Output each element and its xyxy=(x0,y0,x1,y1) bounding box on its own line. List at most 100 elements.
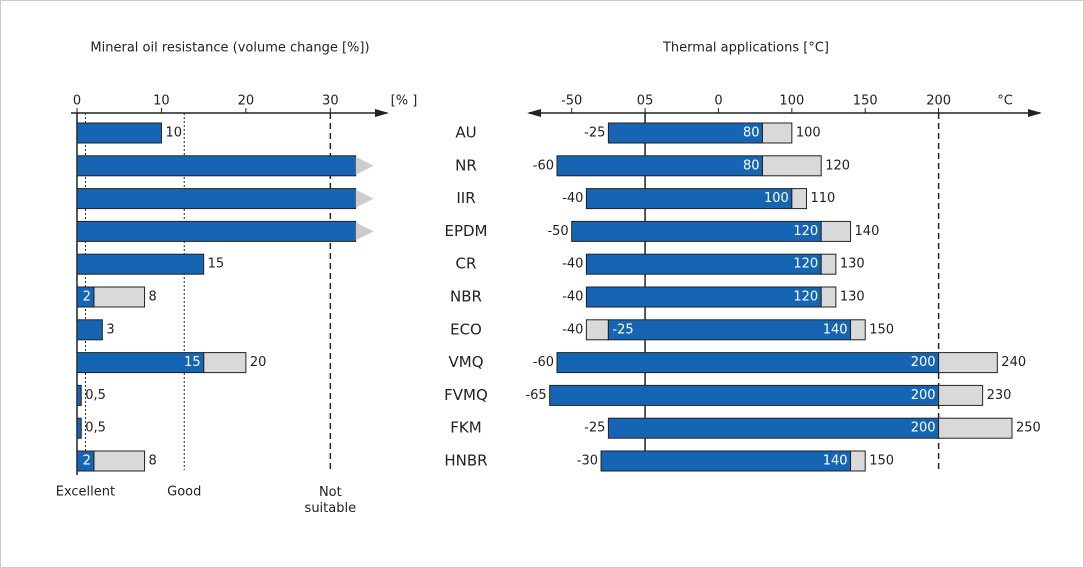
category-label: HNBR xyxy=(444,452,487,470)
bar xyxy=(556,352,940,374)
category-label: NBR xyxy=(450,288,482,306)
max-label: 140 xyxy=(855,224,880,239)
value-label: 20 xyxy=(250,355,267,370)
value-label: 15 xyxy=(184,355,201,370)
bar-range xyxy=(93,286,146,308)
bar xyxy=(607,319,852,341)
axis-arrow xyxy=(375,109,389,117)
overflow-arrow xyxy=(355,189,374,208)
bar-range-high xyxy=(761,155,822,177)
bar-range xyxy=(203,352,247,374)
min-label: -25 xyxy=(584,126,605,141)
x-tick-label: 05 xyxy=(637,94,654,109)
bar xyxy=(76,188,357,210)
value-label: 2 xyxy=(83,290,91,305)
bar xyxy=(556,155,763,177)
max-label: 230 xyxy=(987,388,1012,403)
x-tick-label: 200 xyxy=(926,94,951,109)
category-label: CR xyxy=(456,255,477,273)
min-label: -65 xyxy=(525,388,546,403)
max-label: 130 xyxy=(840,290,865,305)
category-label: VMQ xyxy=(448,353,483,371)
x-tick-label: 20 xyxy=(238,94,255,109)
bar xyxy=(76,122,162,144)
x-tick-label: 10 xyxy=(153,94,170,109)
threshold-label: Good xyxy=(167,485,201,500)
right-title: Thermal applications [°C] xyxy=(662,41,829,56)
category-label: FVMQ xyxy=(444,386,488,404)
mid-label: 140 xyxy=(823,454,848,469)
max-label: 110 xyxy=(811,191,836,206)
bar xyxy=(600,450,852,472)
x-tick-label: 30 xyxy=(322,94,339,109)
category-label: FKM xyxy=(450,419,481,437)
max-label: 150 xyxy=(869,322,894,337)
mid-label: 120 xyxy=(793,290,818,305)
bar xyxy=(76,319,103,341)
bar xyxy=(76,450,95,472)
min-label: -40 xyxy=(562,290,583,305)
mid-label: 140 xyxy=(823,322,848,337)
bar xyxy=(76,253,205,275)
max-label: 240 xyxy=(1001,355,1026,370)
min-label: -40 xyxy=(562,322,583,337)
category-label: EPDM xyxy=(444,222,487,240)
bar-range-high xyxy=(850,450,866,472)
min-label: -40 xyxy=(562,257,583,272)
left-title: Mineral oil resistance (volume change [%… xyxy=(90,41,369,56)
bar xyxy=(585,188,793,210)
axis-arrow xyxy=(1028,109,1042,117)
value-label: 0,5 xyxy=(85,388,106,403)
mid-label: 200 xyxy=(911,421,936,436)
bar-range-high xyxy=(820,220,852,242)
value-label: 8 xyxy=(149,290,157,305)
bar xyxy=(76,417,82,439)
max-label: 120 xyxy=(825,158,850,173)
min-label: -60 xyxy=(533,355,554,370)
bar xyxy=(76,155,357,177)
bar-range-high xyxy=(850,319,866,341)
value-label: 0,5 xyxy=(85,421,106,436)
category-label: AU xyxy=(455,124,476,142)
bar xyxy=(549,384,940,406)
min-label: -50 xyxy=(547,224,568,239)
inner-label: -25 xyxy=(612,322,633,337)
bar xyxy=(571,220,822,242)
bar xyxy=(76,384,82,406)
left-unit: [% ] xyxy=(391,94,418,109)
bar xyxy=(607,417,940,439)
mid-label: 120 xyxy=(793,257,818,272)
mid-label: 80 xyxy=(743,126,760,141)
x-tick-label: 150 xyxy=(853,94,878,109)
bar-range-high xyxy=(938,352,998,374)
value-label: 8 xyxy=(149,454,157,469)
value-label: 15 xyxy=(208,257,225,272)
x-tick-label: 0 xyxy=(714,94,722,109)
min-label: -40 xyxy=(562,191,583,206)
category-label: NR xyxy=(455,156,477,174)
x-tick-label: -50 xyxy=(561,94,582,109)
max-label: 150 xyxy=(869,454,894,469)
max-label: 250 xyxy=(1016,421,1041,436)
bar-range-high xyxy=(938,384,984,406)
max-label: 100 xyxy=(796,126,821,141)
bar xyxy=(607,122,763,144)
bar-range xyxy=(93,450,146,472)
category-label: IIR xyxy=(456,189,475,207)
x-tick-label: 100 xyxy=(779,94,804,109)
value-label: 3 xyxy=(106,322,114,337)
axis-arrow xyxy=(527,109,541,117)
bar-range-high xyxy=(761,122,793,144)
value-label: 2 xyxy=(83,454,91,469)
mid-label: 200 xyxy=(911,355,936,370)
overflow-arrow xyxy=(355,156,374,175)
min-label: -30 xyxy=(577,454,598,469)
bar xyxy=(585,253,822,275)
bar xyxy=(76,286,95,308)
bar-range-high xyxy=(938,417,1013,439)
overflow-arrow xyxy=(355,222,374,241)
min-label: -25 xyxy=(584,421,605,436)
bar xyxy=(585,286,822,308)
